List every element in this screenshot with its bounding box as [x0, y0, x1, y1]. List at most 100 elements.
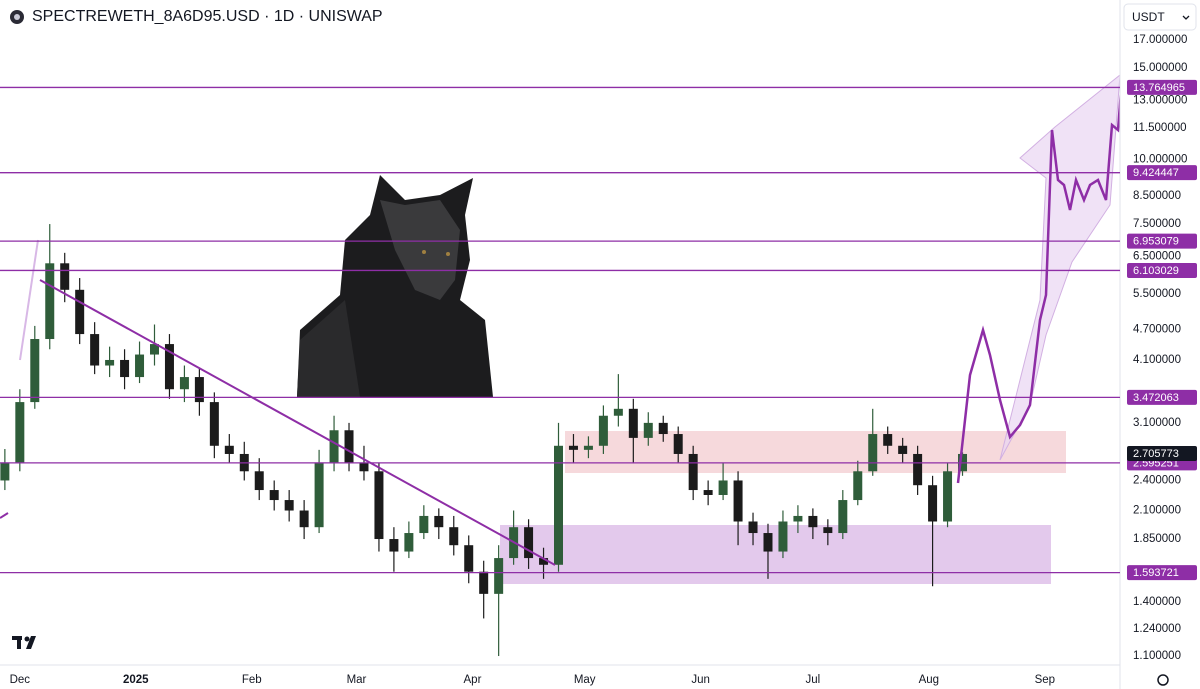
x-tick-label: Jul [806, 674, 821, 686]
candle-body [419, 515, 429, 534]
currency-button[interactable] [1123, 3, 1197, 31]
x-tick-label: Dec [10, 674, 31, 686]
candle-body [105, 359, 115, 366]
candle-body [868, 434, 878, 472]
supply-zone [565, 431, 1066, 473]
last-price-box [1127, 445, 1197, 461]
x-tick-label: 2025 [123, 674, 149, 686]
level-label-box [1127, 262, 1197, 278]
candle-body [718, 480, 728, 495]
candle-body [135, 354, 145, 378]
y-tick-label: 1.240000 [1133, 623, 1181, 635]
candle-body [120, 359, 130, 378]
candle-body [494, 558, 504, 594]
candle-body [568, 445, 578, 450]
y-tick-label: 4.100000 [1133, 354, 1181, 366]
candle-body [823, 527, 833, 534]
candle-body [539, 558, 549, 565]
candle-body [449, 527, 459, 546]
level-label: 3.472063 [1133, 392, 1179, 404]
settings-icon[interactable] [1157, 674, 1169, 686]
level-label: 6.103029 [1133, 265, 1179, 277]
symbol-icon-inner [14, 14, 20, 20]
tv-logo [12, 636, 36, 649]
currency-caret [1182, 15, 1190, 20]
candle-body [673, 434, 683, 454]
candle-body [793, 515, 803, 522]
candle-body [389, 539, 399, 552]
currency-label: USDT [1132, 10, 1165, 24]
candle-body [299, 510, 309, 528]
level-label-box [1127, 165, 1197, 181]
candle-body [269, 490, 279, 501]
y-tick-label: 1.850000 [1133, 533, 1181, 545]
candle-body [254, 471, 264, 491]
candle-body [15, 402, 25, 463]
y-tick-label: 1.100000 [1133, 650, 1181, 662]
candle-body [703, 490, 713, 495]
x-tick-label: Apr [464, 674, 482, 686]
candle-body [224, 445, 234, 454]
candle-body [658, 422, 668, 435]
level-label: 9.424447 [1133, 167, 1179, 179]
y-tick-label: 2.100000 [1133, 505, 1181, 517]
candle-body [194, 377, 204, 403]
chart-title: SPECTREWETH_8A6D95.USD · 1D · UNISWAP [32, 8, 383, 25]
candle-body [943, 471, 953, 522]
level-label-box [1127, 565, 1197, 581]
candle-body [434, 515, 444, 528]
candle-body [778, 521, 788, 552]
trend-line-stub [0, 512, 9, 519]
candle-body [748, 521, 758, 534]
x-tick-label: May [574, 674, 596, 686]
candle-body [524, 527, 534, 559]
y-tick-label: 6.500000 [1133, 250, 1181, 262]
candle-body [928, 485, 938, 522]
y-tick-label: 10.000000 [1133, 153, 1187, 165]
faint-line [19, 239, 39, 361]
candle-body [883, 434, 893, 446]
candle-body [314, 462, 324, 528]
y-tick-label: 7.500000 [1133, 218, 1181, 230]
candle-body [763, 533, 773, 552]
level-label-box [1127, 389, 1197, 405]
candle-body [329, 430, 339, 463]
candle-body [164, 344, 174, 390]
x-tick-label: Sep [1035, 674, 1055, 686]
candle-body [688, 453, 698, 491]
x-tick-label: Jun [691, 674, 710, 686]
y-tick-label: 4.700000 [1133, 323, 1181, 335]
candle-body [913, 453, 923, 486]
candle-body [45, 263, 55, 340]
candle-body [853, 471, 863, 501]
candle-body [149, 344, 159, 355]
level-label-box [1127, 79, 1197, 95]
y-tick-label: 11.500000 [1133, 122, 1187, 134]
y-tick-label: 17.000000 [1133, 34, 1187, 46]
candle-body [898, 445, 908, 454]
candle-body [404, 533, 414, 552]
candle-body [628, 408, 638, 438]
candle-body [179, 377, 189, 390]
projection-path [956, 77, 1124, 484]
wolf-image [297, 175, 493, 397]
candle-body [90, 334, 100, 366]
x-tick-label: Aug [919, 674, 939, 686]
candle-body [60, 263, 70, 290]
candle-body [284, 500, 294, 511]
y-tick-label: 3.100000 [1133, 417, 1181, 429]
y-tick-label: 13.000000 [1133, 94, 1187, 106]
candle-body [464, 545, 474, 572]
candle-body [479, 571, 489, 594]
candle-body [583, 445, 593, 450]
candle-body [359, 462, 369, 472]
candle-body [598, 415, 608, 446]
level-label: 13.764965 [1133, 82, 1185, 94]
candle-body [613, 408, 623, 416]
projection-arrow [999, 73, 1121, 461]
demand-zone [500, 525, 1051, 584]
candle-body [30, 339, 40, 403]
candle-body [344, 430, 354, 463]
